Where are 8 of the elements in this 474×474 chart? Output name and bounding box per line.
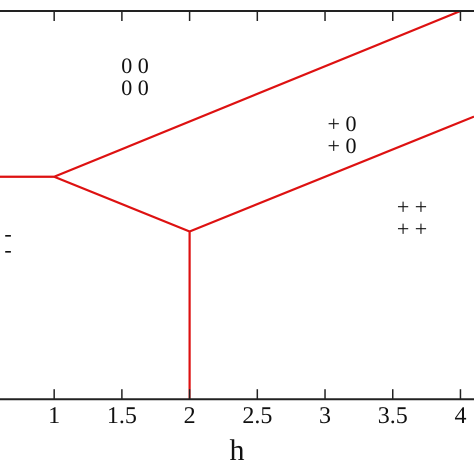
x-tick-label: 3: [319, 402, 332, 429]
x-tick-label: 1.5: [106, 402, 137, 429]
x-tick-label: 3.5: [378, 402, 408, 429]
x-tick-label: 4: [454, 402, 466, 429]
x-tick-label: 1: [48, 402, 60, 429]
x-axis-title: h: [230, 434, 244, 467]
x-tick-label: 2.5: [242, 402, 272, 429]
x-tick-label: 2: [184, 402, 196, 429]
